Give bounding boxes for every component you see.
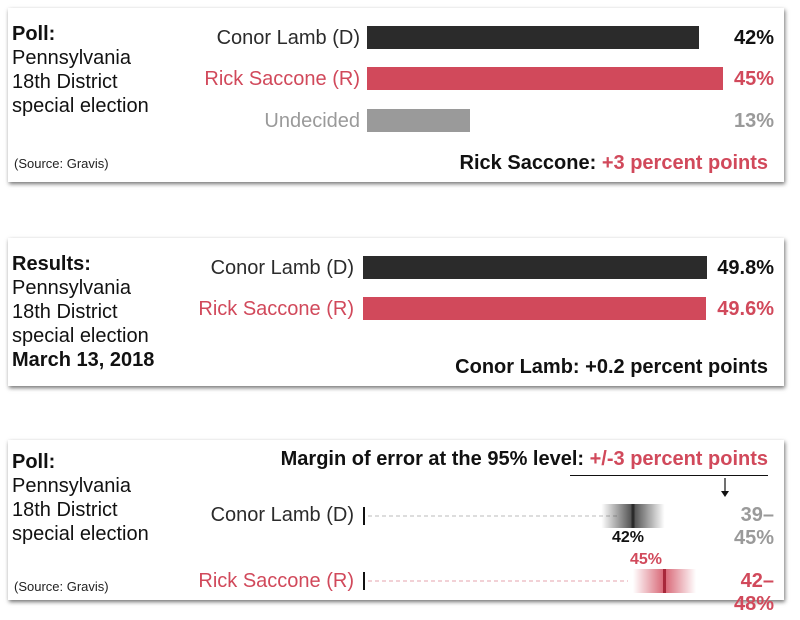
- row-label-lamb: Conor Lamb (D): [210, 257, 354, 279]
- source-note: (Source: Gravis): [14, 156, 109, 171]
- row-label-saccone: Rick Saccone (R): [198, 298, 354, 320]
- moe-title: Margin of error at the 95% level: +/-3 p…: [281, 448, 768, 471]
- value-label-saccone: 49.6%: [717, 298, 774, 320]
- bar-lamb: [367, 26, 699, 49]
- results-panel: Results: Pennsylvania 18th District spec…: [8, 238, 784, 386]
- bar-saccone: [363, 297, 706, 320]
- margin-summary: Conor Lamb: +0.2 percent points: [455, 356, 768, 379]
- value-label-lamb: 42%: [733, 27, 774, 49]
- moe-title-text: Margin of error at the 95% level:: [280, 448, 585, 470]
- confidence-interval-lamb: [601, 504, 665, 528]
- moe-arrow-head: [721, 491, 729, 497]
- value-label-saccone: 45%: [733, 68, 774, 90]
- panel-heading-block: Poll: Pennsylvania 18th District special…: [12, 22, 149, 118]
- panel-heading: Poll:: [12, 451, 56, 473]
- source-note: (Source: Gravis): [14, 579, 109, 594]
- panel-subtitle-line: special election: [12, 325, 149, 347]
- panel-heading: Results:: [12, 253, 91, 275]
- panel-subtitle-line: Pennsylvania: [12, 47, 131, 69]
- point-label-saccone: 45%: [629, 551, 663, 568]
- confidence-interval-saccone: [633, 569, 696, 593]
- panel-heading: Poll:: [12, 23, 56, 45]
- panel-heading-block: Results: Pennsylvania 18th District spec…: [12, 252, 154, 372]
- panel-subtitle-line: Pennsylvania: [12, 277, 131, 299]
- row-label-undecided: Undecided: [264, 110, 360, 132]
- panel-subtitle-line: special election: [12, 95, 149, 117]
- point-label-lamb: 42%: [611, 529, 645, 546]
- summary-name: Rick Saccone:: [459, 152, 597, 174]
- bar-undecided: [367, 109, 470, 132]
- moe-plot: [363, 478, 729, 593]
- margin-of-error-panel: Poll: Pennsylvania 18th District special…: [8, 440, 784, 615]
- panel-subtitle-line: 18th District: [12, 71, 118, 93]
- panel-subtitle-line: Pennsylvania: [12, 475, 131, 497]
- poll-panel: Poll: Pennsylvania 18th District special…: [8, 8, 784, 182]
- panel-subtitle-line: 18th District: [12, 301, 118, 323]
- row-label-saccone: Rick Saccone (R): [204, 68, 360, 90]
- value-label-lamb: 49.8%: [717, 257, 774, 279]
- panel-subtitle-line: special election: [12, 523, 149, 545]
- row-label-saccone: Rick Saccone (R): [198, 570, 354, 592]
- panel-subtitle-line: 18th District: [12, 499, 118, 521]
- moe-underline: [570, 475, 768, 476]
- row-label-lamb: Conor Lamb (D): [216, 27, 360, 49]
- panel-heading-block: Poll: Pennsylvania 18th District special…: [12, 450, 149, 546]
- range-label-lamb: 39–45%: [733, 504, 774, 549]
- summary-value: +0.2 percent points: [585, 356, 768, 378]
- bar-lamb: [363, 256, 707, 279]
- bar-saccone: [367, 67, 723, 90]
- summary-name: Conor Lamb:: [455, 356, 580, 378]
- moe-value: +/-3 percent points: [589, 448, 768, 470]
- row-label-lamb: Conor Lamb (D): [210, 504, 354, 526]
- election-date: March 13, 2018: [12, 349, 155, 371]
- value-label-undecided: 13%: [733, 110, 774, 132]
- range-label-saccone: 42–48%: [733, 570, 774, 615]
- summary-value: +3 percent points: [601, 152, 768, 174]
- margin-summary: Rick Saccone: +3 percent points: [460, 152, 768, 175]
